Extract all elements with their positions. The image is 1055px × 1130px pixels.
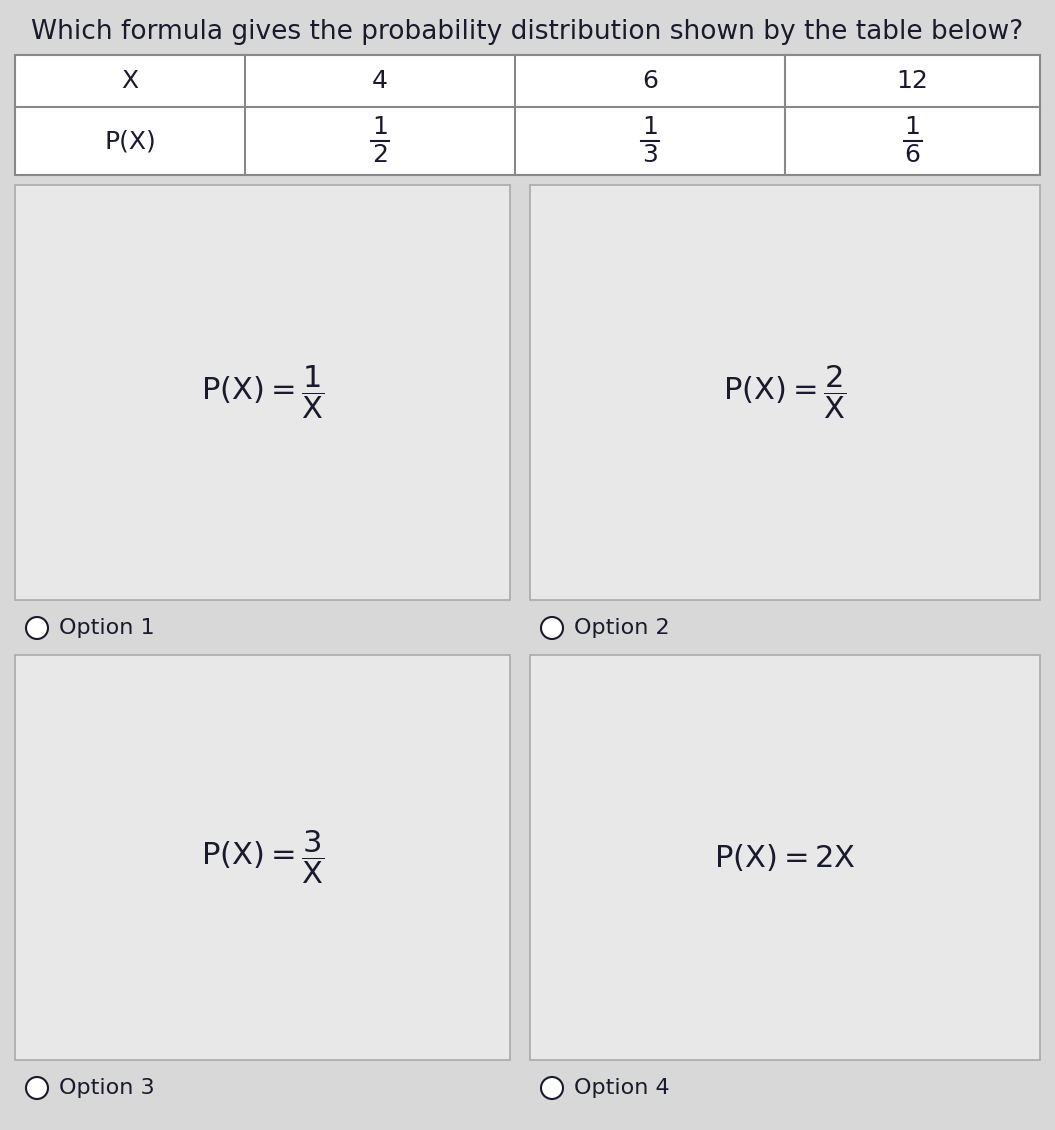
Text: 2: 2 [372,144,388,167]
Text: 1: 1 [642,115,658,139]
Text: 4: 4 [372,69,388,93]
Text: Option 3: Option 3 [59,1078,155,1098]
Text: Option 1: Option 1 [59,618,155,638]
Text: X: X [121,69,138,93]
Text: $\mathregular{P(X) = \dfrac{2}{X}}$: $\mathregular{P(X) = \dfrac{2}{X}}$ [724,364,847,421]
Circle shape [541,617,563,638]
Text: 1: 1 [904,115,920,139]
FancyBboxPatch shape [15,185,510,600]
Bar [15,55,1040,175]
Text: 3: 3 [642,144,658,167]
Text: Option 2: Option 2 [574,618,670,638]
Circle shape [541,1077,563,1099]
Circle shape [26,617,47,638]
Text: Option 4: Option 4 [574,1078,670,1098]
Text: $\mathregular{P(X) = 2X}$: $\mathregular{P(X) = 2X}$ [714,842,856,873]
Text: 6: 6 [642,69,658,93]
Text: 12: 12 [897,69,928,93]
Text: 1: 1 [372,115,388,139]
Text: 6: 6 [904,144,921,167]
Circle shape [26,1077,47,1099]
FancyBboxPatch shape [15,655,510,1060]
Text: Which formula gives the probability distribution shown by the table below?: Which formula gives the probability dist… [31,19,1023,45]
FancyBboxPatch shape [530,185,1040,600]
Text: $\mathregular{P(X) = \dfrac{3}{X}}$: $\mathregular{P(X) = \dfrac{3}{X}}$ [200,828,324,886]
Text: P(X): P(X) [104,129,156,153]
FancyBboxPatch shape [530,655,1040,1060]
Text: $\mathregular{P(X) = \dfrac{1}{X}}$: $\mathregular{P(X) = \dfrac{1}{X}}$ [200,364,324,421]
